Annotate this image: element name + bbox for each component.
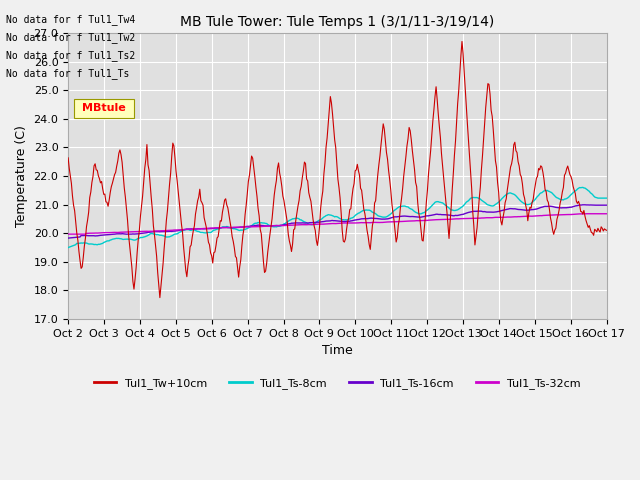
Text: No data for f Tul1_Ts2: No data for f Tul1_Ts2	[6, 50, 136, 61]
X-axis label: Time: Time	[322, 344, 353, 357]
Text: No data for f Tul1_Tw2: No data for f Tul1_Tw2	[6, 32, 136, 43]
Title: MB Tule Tower: Tule Temps 1 (3/1/11-3/19/14): MB Tule Tower: Tule Temps 1 (3/1/11-3/19…	[180, 15, 495, 29]
Legend: Tul1_Tw+10cm, Tul1_Ts-8cm, Tul1_Ts-16cm, Tul1_Ts-32cm: Tul1_Tw+10cm, Tul1_Ts-8cm, Tul1_Ts-16cm,…	[90, 374, 586, 394]
Text: No data for f Tul1_Ts: No data for f Tul1_Ts	[6, 68, 130, 79]
Text: No data for f Tul1_Tw4: No data for f Tul1_Tw4	[6, 13, 136, 24]
Y-axis label: Temperature (C): Temperature (C)	[15, 125, 28, 227]
Text: MBtule: MBtule	[82, 104, 126, 113]
